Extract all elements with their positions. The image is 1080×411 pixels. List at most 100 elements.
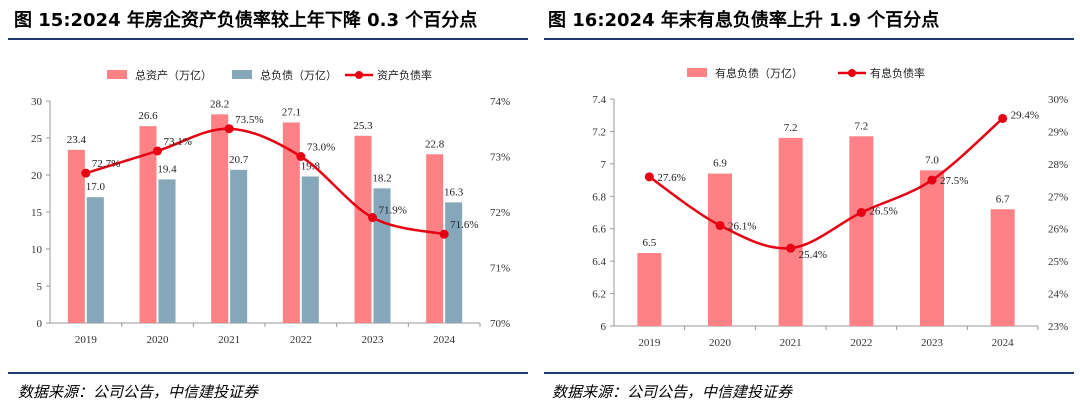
legend-line-marker: [355, 71, 363, 79]
bar-value-label: 6.5: [642, 237, 656, 249]
legend-label: 总负债（万亿）: [260, 68, 337, 82]
legend-label: 有息负债率: [870, 66, 925, 80]
right-source-note: 数据来源：公司公告，中信建投证券: [552, 383, 793, 401]
ratio-point: [368, 213, 377, 223]
right-figure-panel: 图 16:2024 年末有息负债率上升 1.9 个百分点 6 6.2 6.4 6.6 6…: [540, 0, 1080, 411]
left-figure-title: 图 15:2024 年房企资产负债率较上年下降 0.3 个百分点: [14, 10, 478, 31]
bar-secondary: [86, 197, 104, 323]
x-tick-label: 2024: [992, 337, 1015, 349]
left-y-tick-label: 6.2: [592, 289, 606, 301]
bar-value-label: 17.0: [86, 181, 106, 193]
bar-value-label: 6.7: [996, 193, 1010, 205]
left-source-rule: [8, 372, 528, 374]
ratio-value-label: 27.6%: [657, 172, 685, 184]
left-y-tick-label: 7: [601, 159, 607, 171]
legend-label: 有息负债（万亿）: [715, 66, 803, 80]
ratio-point: [927, 175, 937, 185]
legend-bar-swatch: [687, 68, 707, 77]
asset-liability-chart: 0 5 10 15 20 25 30 70% 71% 72% 73% 74% 2019 2020 2021 2…: [31, 68, 510, 346]
ratio-value-label: 73.0%: [307, 142, 335, 154]
bar-value-label: 26.6: [138, 110, 158, 122]
ratio-value-label: 72.7%: [92, 158, 120, 170]
right-y-tick-label: 71%: [490, 263, 510, 275]
left-y-tick-label: 15: [31, 207, 43, 219]
ratio-value-label: 29.4%: [1011, 109, 1039, 121]
ratio-point: [81, 168, 91, 178]
right-y-tick-label: 27%: [1048, 191, 1068, 203]
bar-primary: [354, 135, 372, 323]
right-source-rule: [544, 372, 1074, 374]
left-y-tick-label: 7.4: [592, 94, 606, 106]
bar-secondary: [301, 176, 319, 323]
ratio-point: [153, 146, 162, 156]
ratio-point: [439, 229, 449, 239]
bar-value-label: 19.4: [157, 163, 177, 175]
ratio-value-label: 73.5%: [235, 114, 263, 126]
right-title-rule: [544, 38, 1074, 40]
left-y-tick-label: 6: [601, 321, 607, 333]
bar-value-label: 19.8: [301, 160, 321, 172]
legend-bar-swatch: [232, 70, 252, 79]
right-y-tick-label: 24%: [1048, 289, 1068, 301]
left-y-tick-label: 7.2: [592, 126, 606, 138]
bar-value-label: 7.2: [784, 122, 798, 134]
x-tick-label: 2020: [709, 337, 732, 349]
ratio-point: [715, 220, 725, 230]
right-y-tick-label: 74%: [490, 96, 510, 108]
ratio-value-label: 71.6%: [450, 219, 478, 231]
x-tick-label: 2022: [290, 334, 312, 346]
left-y-tick-label: 6.4: [592, 256, 606, 268]
x-tick-label: 2021: [780, 337, 802, 349]
bar-primary: [990, 209, 1015, 326]
bar-secondary: [445, 202, 463, 323]
right-y-tick-label: 26%: [1048, 224, 1068, 236]
left-figure-panel: 图 15:2024 年房企资产负债率较上年下降 0.3 个百分点 0 5 10 15 2…: [8, 10, 528, 401]
ratio-value-label: 73.1%: [164, 136, 192, 148]
bar-primary: [67, 149, 85, 323]
bar-primary: [778, 137, 803, 326]
bar-value-label: 18.2: [372, 172, 391, 184]
x-tick-label: 2021: [218, 334, 240, 346]
bar-value-label: 20.7: [229, 154, 249, 166]
bar-primary: [637, 253, 662, 326]
x-tick-label: 2023: [362, 334, 385, 346]
ratio-value-label: 26.1%: [728, 220, 756, 232]
x-tick-label: 2023: [921, 337, 944, 349]
bar-secondary: [230, 169, 248, 323]
ratio-point: [296, 152, 306, 161]
bar-primary: [282, 122, 300, 324]
bar-value-label: 6.9: [713, 158, 727, 170]
x-tick-label: 2019: [638, 337, 661, 349]
x-tick-label: 2022: [850, 337, 872, 349]
ratio-value-label: 25.4%: [799, 249, 827, 261]
ratio-line: [85, 127, 445, 236]
ratio-point: [998, 113, 1008, 123]
right-figure-title: 图 16:2024 年末有息负债率上升 1.9 个百分点: [548, 10, 940, 31]
bar-primary: [708, 173, 732, 326]
x-tick-label: 2024: [433, 334, 456, 346]
legend-line-marker: [848, 69, 856, 77]
ratio-line: [648, 117, 1004, 250]
bar-value-label: 28.2: [210, 98, 229, 110]
left-y-tick-label: 25: [31, 133, 43, 145]
ratio-point: [856, 208, 866, 217]
ratio-point: [224, 124, 234, 134]
right-y-tick-label: 29%: [1048, 126, 1068, 138]
right-y-tick-label: 30%: [1048, 94, 1068, 106]
right-y-tick-label: 23%: [1048, 321, 1068, 333]
bar-primary: [426, 154, 444, 323]
left-y-tick-label: 30: [31, 96, 43, 108]
left-y-tick-label: 20: [31, 170, 43, 182]
bar-value-label: 25.3: [353, 120, 373, 132]
right-y-tick-label: 25%: [1048, 256, 1068, 268]
right-y-tick-label: 70%: [490, 318, 510, 330]
legend-bar-swatch: [107, 70, 127, 79]
bar-secondary: [158, 179, 176, 323]
ratio-value-label: 26.5%: [869, 206, 897, 218]
legend-label: 总资产（万亿）: [135, 68, 212, 82]
left-y-tick-label: 6.8: [592, 191, 606, 203]
left-y-tick-label: 10: [31, 244, 43, 256]
bar-primary: [849, 136, 874, 326]
right-y-tick-label: 28%: [1048, 159, 1068, 171]
ratio-value-label: 27.5%: [940, 175, 968, 187]
